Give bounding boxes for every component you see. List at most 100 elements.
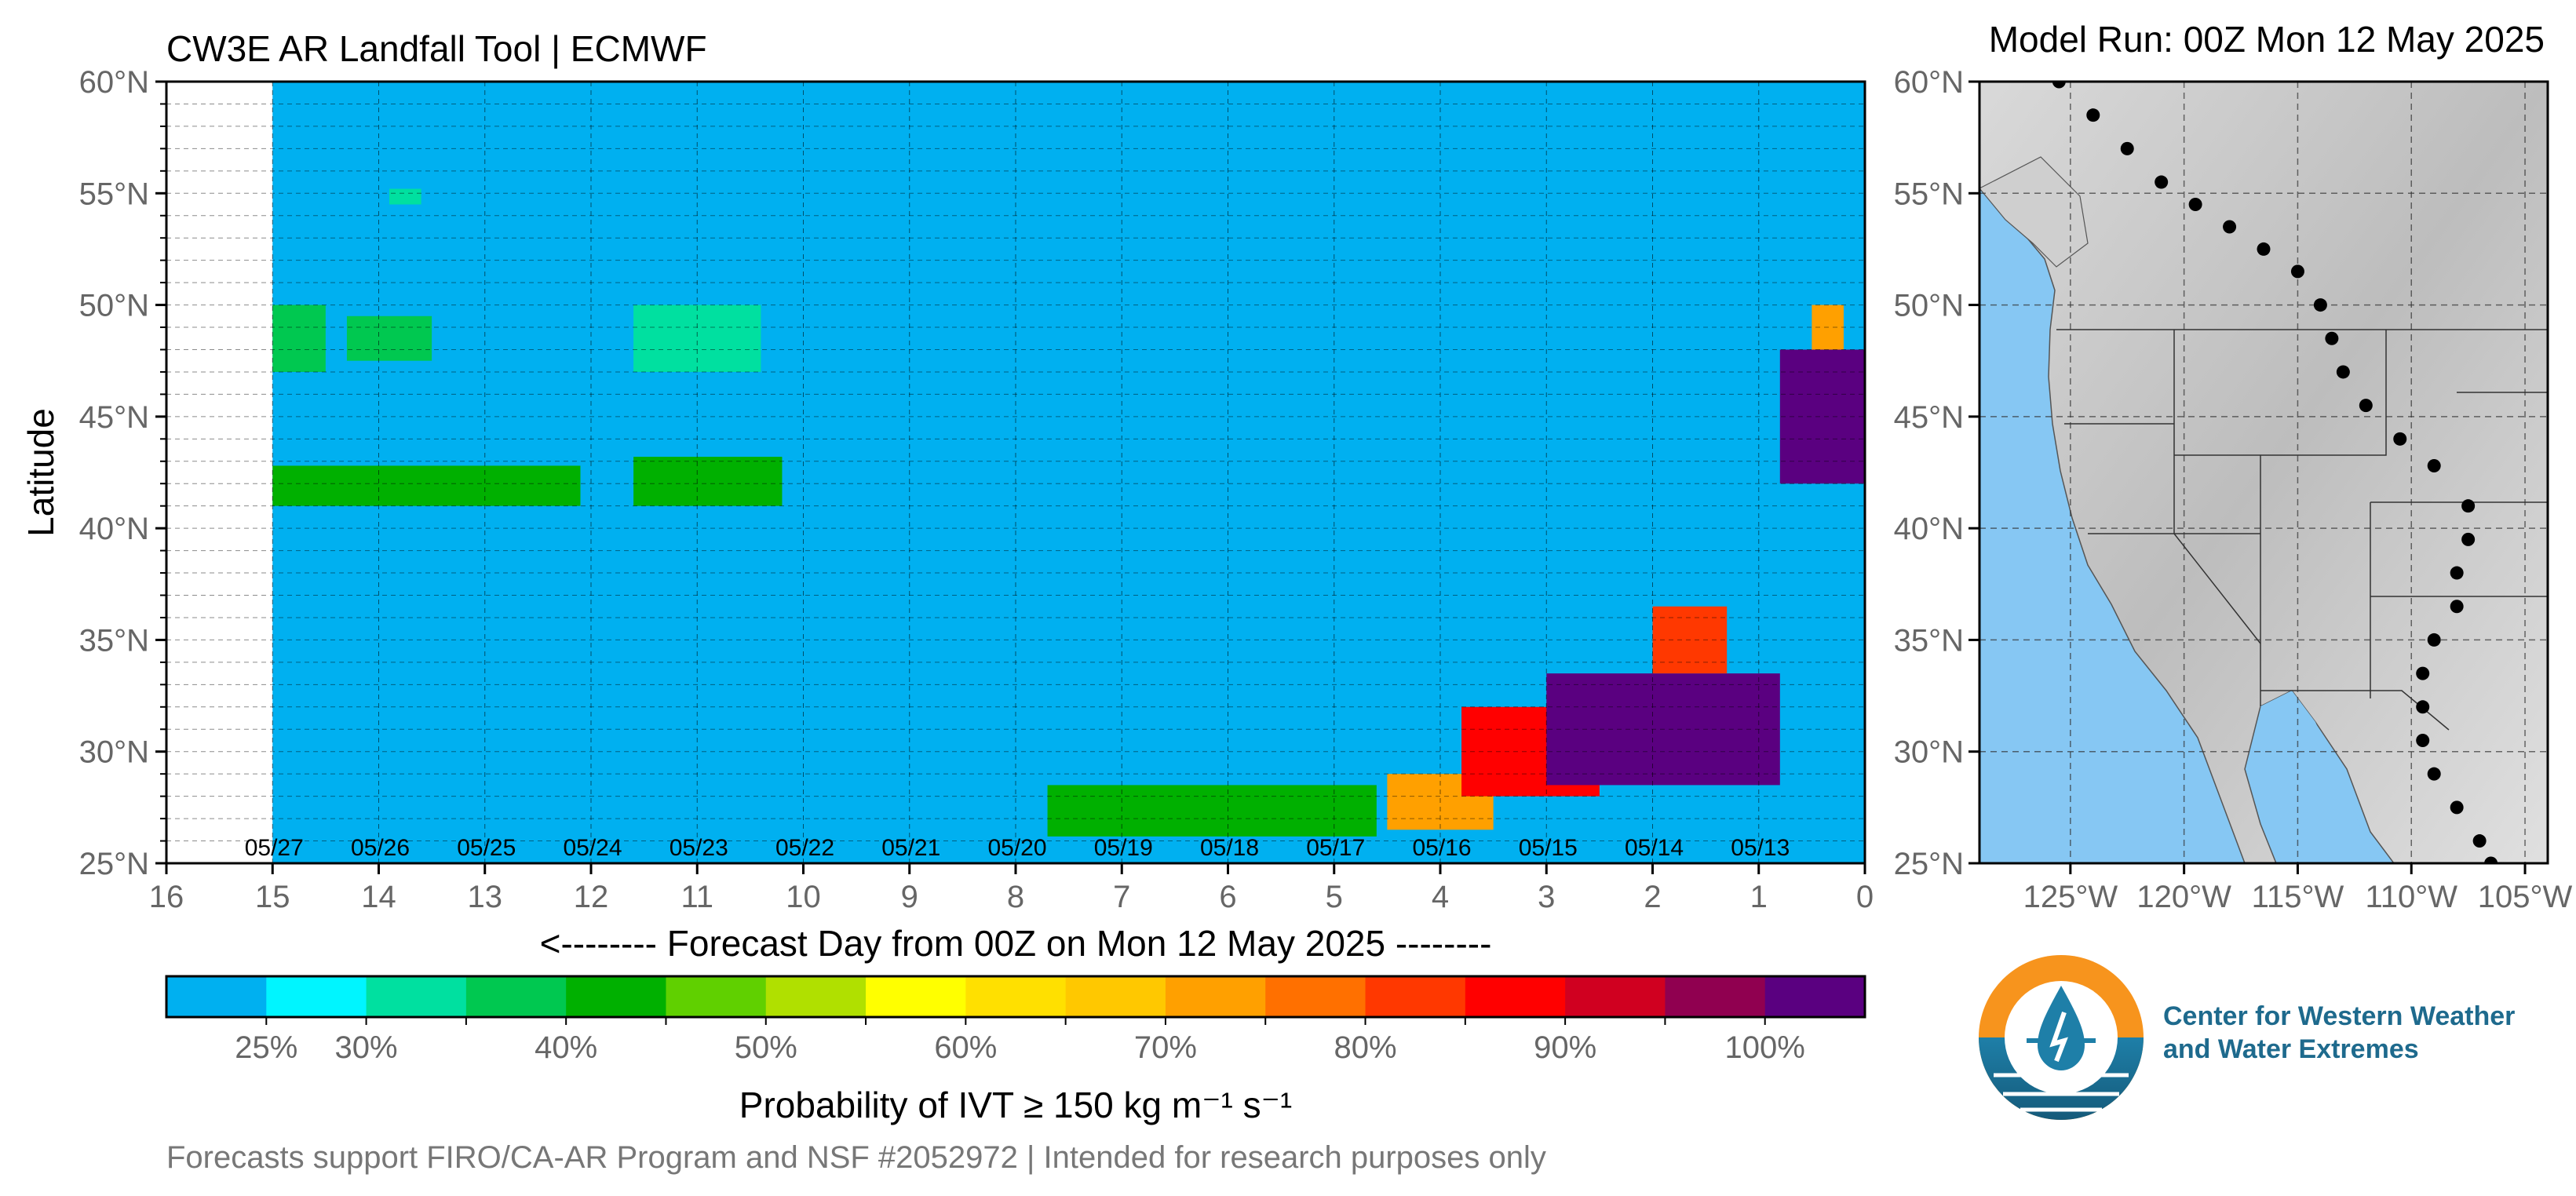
transect-point <box>2450 800 2464 815</box>
map-y-tick-label: 35°N <box>1894 623 1964 658</box>
x-tick-label: 2 <box>1644 880 1661 914</box>
map-y-tick-label: 60°N <box>1894 65 1964 100</box>
date-label: 05/18 <box>1200 835 1259 861</box>
colorbar-tick-label: 40% <box>535 1030 597 1065</box>
date-label: 05/20 <box>987 835 1046 861</box>
map-x-tick-label: 105°W <box>2478 880 2573 914</box>
colorbar-swatch <box>1365 976 1466 1017</box>
colorbar-tick-label: 25% <box>235 1030 297 1065</box>
date-label: 05/17 <box>1306 835 1365 861</box>
map-x-tick-label: 120°W <box>2136 880 2231 914</box>
date-label: 05/13 <box>1731 835 1790 861</box>
probability-cell <box>272 465 581 506</box>
map-land <box>1979 82 2548 863</box>
date-label: 05/22 <box>775 835 834 861</box>
x-tick-label: 1 <box>1750 880 1768 914</box>
state-borders <box>2056 329 2548 731</box>
probability-cell <box>272 304 326 372</box>
y-tick-label: 25°N <box>79 847 149 881</box>
colorbar-tick-label: 60% <box>934 1030 997 1065</box>
colorbar-tick-label: 100% <box>1725 1030 1805 1065</box>
colorbar-swatch <box>366 976 467 1017</box>
x-tick-label: 11 <box>680 880 713 914</box>
transect-point <box>2427 767 2441 781</box>
colorbar-swatch <box>166 976 267 1017</box>
y-tick-label: 45°N <box>79 400 149 435</box>
no-data-region <box>166 82 273 863</box>
transect-point <box>2325 331 2339 345</box>
gulf-of-california <box>2260 691 2378 863</box>
probability-cell <box>633 457 783 506</box>
cw3e-logo: Center for Western Weather and Water Ext… <box>1979 955 2515 1120</box>
colorbar-swatch <box>866 976 966 1017</box>
transect-point <box>2052 82 2066 89</box>
colorbar-tick-label: 70% <box>1134 1030 1197 1065</box>
x-tick-label: 12 <box>574 880 609 914</box>
transect-point <box>2359 399 2373 413</box>
date-label: 05/21 <box>881 835 940 861</box>
map-frame <box>1978 80 2549 865</box>
probability-cell <box>1047 785 1377 837</box>
date-label: 05/16 <box>1412 835 1471 861</box>
probability-cell <box>346 315 432 361</box>
transect-point <box>2086 108 2100 122</box>
x-tick-label: 15 <box>255 880 290 914</box>
colorbar-swatch <box>765 976 867 1017</box>
colorbar-swatch <box>1465 976 1566 1017</box>
transect-point <box>2313 298 2327 312</box>
colorbar-swatch <box>566 976 666 1017</box>
colorbar-swatch <box>965 976 1067 1017</box>
map-x-tick-label: 115°W <box>2252 880 2344 914</box>
probability-cell <box>389 188 421 205</box>
transect-point <box>2416 666 2430 680</box>
y-tick-label: 55°N <box>79 177 149 211</box>
x-tick-label: 7 <box>1113 880 1130 914</box>
date-label: 05/24 <box>563 835 622 861</box>
transect-point <box>2120 141 2134 155</box>
date-label: 05/14 <box>1625 835 1684 861</box>
colorbar-swatch <box>666 976 767 1017</box>
colorbar-swatch <box>1565 976 1666 1017</box>
colorbar-tick-label: 90% <box>1534 1030 1596 1065</box>
probability-cell <box>1779 349 1865 484</box>
right-title: Model Run: 00Z Mon 12 May 2025 <box>1989 19 2545 60</box>
x-tick-label: 8 <box>1007 880 1024 914</box>
y-tick-label: 30°N <box>79 735 149 770</box>
date-label: 05/15 <box>1519 835 1578 861</box>
x-tick-label: 0 <box>1856 880 1874 914</box>
x-tick-label: 14 <box>361 880 396 914</box>
x-axis-title: <-------- Forecast Day from 00Z on Mon 1… <box>540 923 1492 964</box>
map-x-tick-label: 125°W <box>2023 880 2118 914</box>
transect-point <box>2484 856 2498 863</box>
map-y-tick-label: 55°N <box>1894 177 1964 211</box>
transect-point <box>2427 458 2441 472</box>
transect-point <box>2472 834 2487 848</box>
logo-stripes <box>1994 1073 2129 1112</box>
transect-point <box>2188 198 2202 212</box>
transect-point <box>2336 365 2350 379</box>
x-tick-label: 16 <box>149 880 184 914</box>
border-line <box>2174 330 2387 456</box>
logo-text-line1: Center for Western Weather <box>2163 1001 2515 1031</box>
transect-point <box>2290 264 2304 279</box>
date-label: 05/23 <box>670 835 728 861</box>
colorbar-swatch <box>1165 976 1266 1017</box>
transect-point <box>2223 220 2237 234</box>
colorbar-swatch <box>266 976 367 1017</box>
footer-note: Forecasts support FIRO/CA-AR Program and… <box>166 1140 1546 1175</box>
x-tick-label: 9 <box>901 880 918 914</box>
logo-lightning-icon <box>2049 1012 2068 1063</box>
colorbar-tick-label: 50% <box>735 1030 797 1065</box>
colorbar-swatch <box>465 976 567 1017</box>
transect-point <box>2155 175 2169 189</box>
date-label: 05/27 <box>245 835 304 861</box>
transect-point <box>2393 432 2407 446</box>
colorbar-frame <box>165 975 1866 1019</box>
probability-cell <box>1546 673 1780 786</box>
transect-point <box>2257 242 2271 256</box>
transect-point <box>2416 700 2430 714</box>
map-x-tick-label: 110°W <box>2365 880 2457 914</box>
colorbar-swatch <box>1764 976 1866 1017</box>
colorbar-tick-label: 80% <box>1334 1030 1396 1065</box>
y-axis-title: Latitude <box>20 408 61 537</box>
